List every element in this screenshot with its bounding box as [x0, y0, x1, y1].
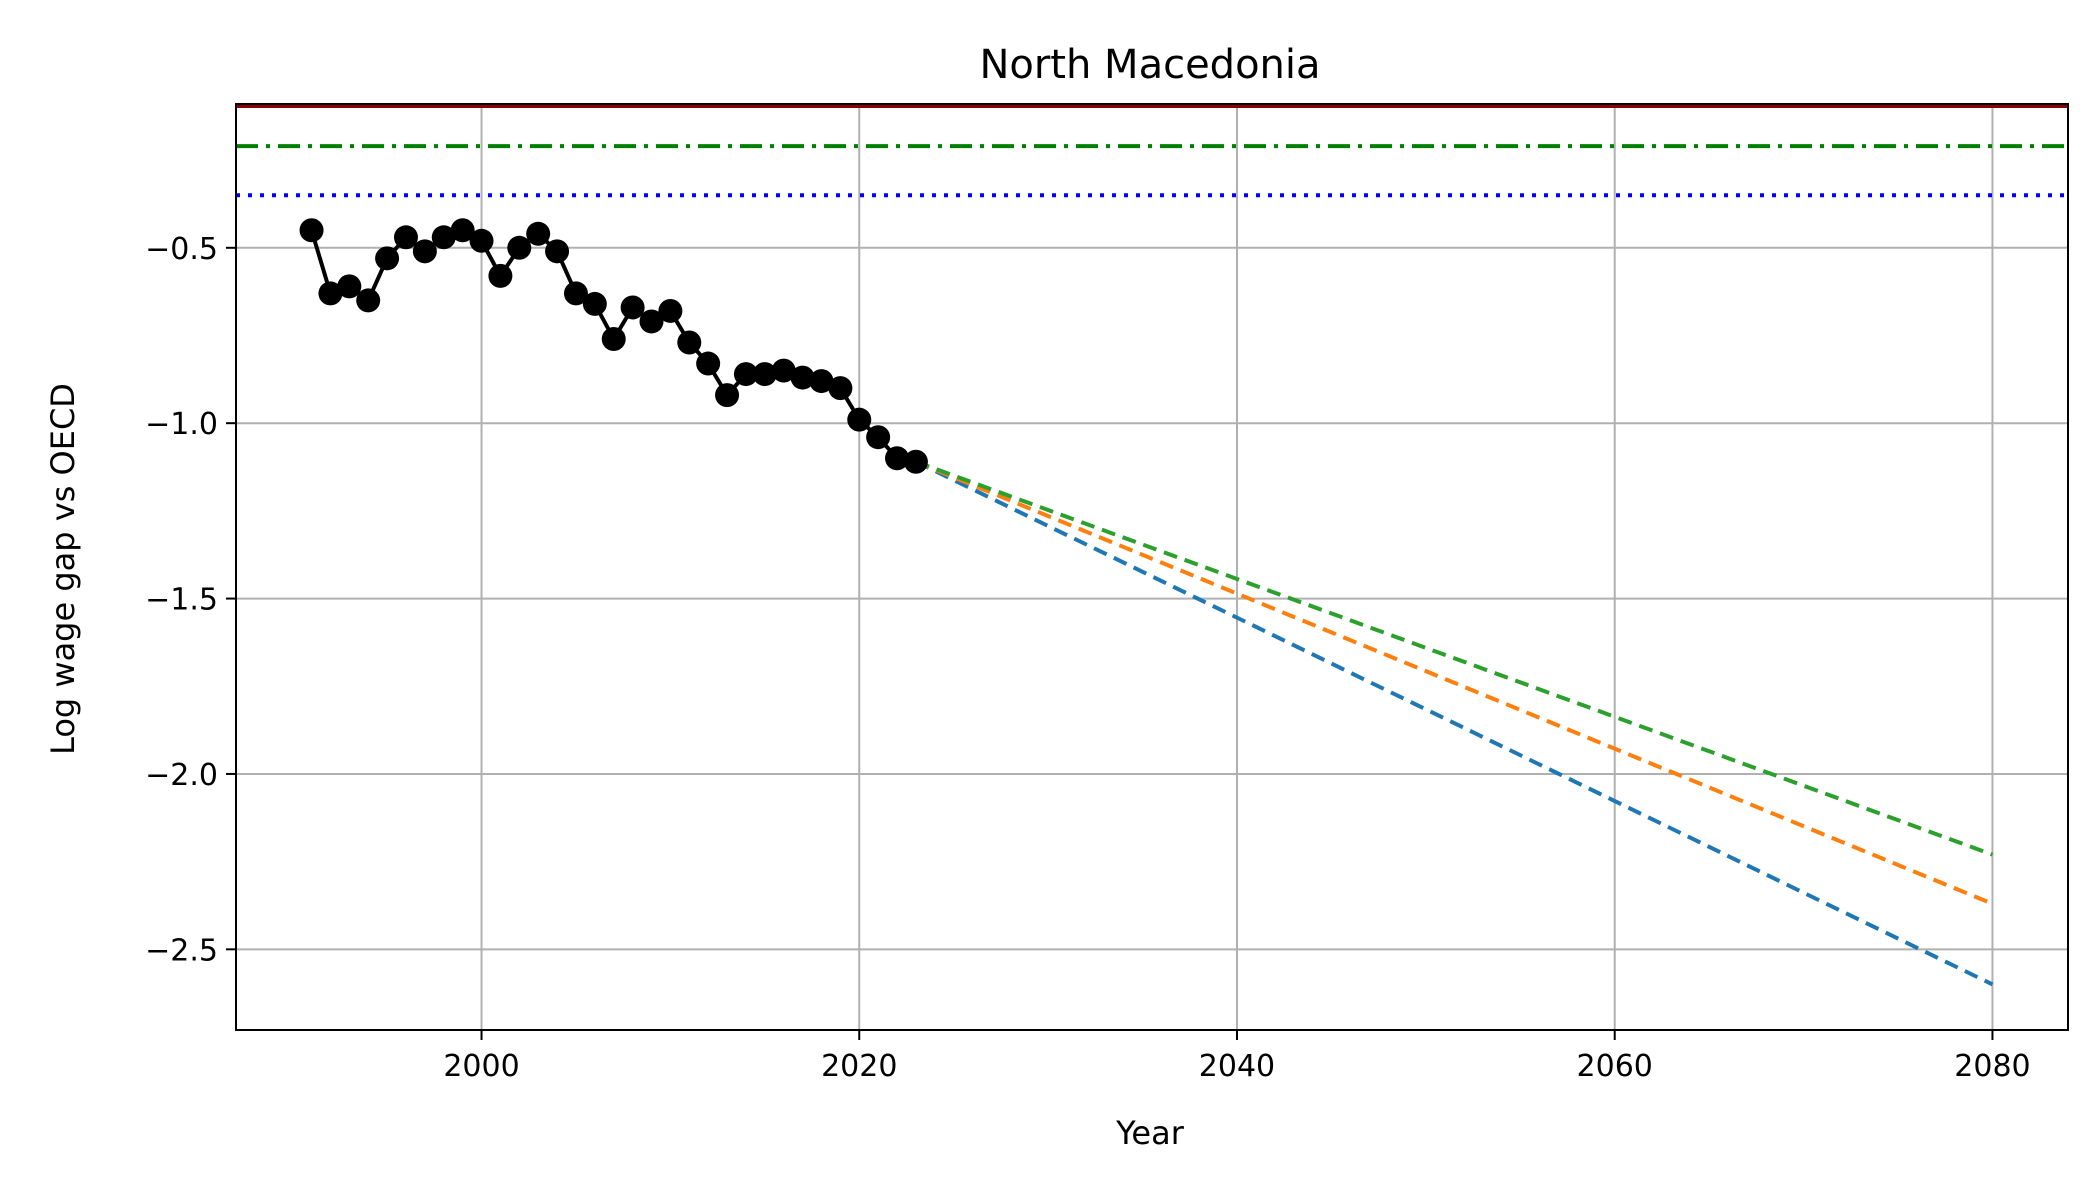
grid [236, 104, 2068, 1030]
x-tick-label: 2000 [443, 1049, 519, 1084]
data-point [677, 330, 702, 355]
data-point [356, 288, 381, 313]
data-point [545, 239, 570, 264]
projection-lines [915, 459, 1994, 987]
data-point [488, 263, 513, 288]
x-tick-label: 2060 [1577, 1049, 1653, 1084]
data-point [828, 376, 853, 401]
y-tick-label: −2.0 [145, 758, 218, 793]
historical-series [299, 218, 928, 474]
data-point [412, 239, 437, 264]
data-point [469, 228, 494, 253]
data-point [620, 295, 645, 320]
data-point [847, 407, 872, 432]
y-tick-label: −0.5 [145, 232, 218, 267]
data-point [752, 362, 777, 387]
y-tick-label: −1.5 [145, 583, 218, 618]
projection-line [915, 459, 1994, 857]
data-point [507, 235, 532, 260]
data-point [318, 281, 343, 306]
data-point [903, 449, 928, 474]
plot-frame [235, 103, 2069, 1031]
data-point [393, 225, 418, 250]
x-axis-label: Year [1115, 1114, 1185, 1152]
data-point [790, 365, 815, 390]
x-tick-label: 2040 [1199, 1049, 1275, 1084]
data-point [885, 446, 910, 471]
y-axis-ticks: −0.5 −1.0 −1.5 −2.0 −2.5 [145, 232, 236, 968]
y-axis-label: Log wage gap vs OECD [44, 383, 82, 755]
projection-line [915, 459, 1994, 987]
x-tick-label: 2020 [821, 1049, 897, 1084]
data-point [733, 362, 758, 387]
data-point [809, 369, 834, 394]
data-point [337, 274, 362, 299]
data-point [582, 291, 607, 316]
x-tick-label: 2080 [1954, 1049, 2030, 1084]
x-axis-ticks: 2000 2020 2040 2060 2080 [443, 1030, 2031, 1084]
data-point [639, 309, 664, 334]
data-point [696, 351, 721, 376]
data-point [866, 425, 891, 450]
y-tick-label: −2.5 [145, 933, 218, 968]
data-point [563, 281, 588, 306]
data-point [526, 221, 551, 246]
data-point [431, 225, 456, 250]
data-point [299, 218, 324, 243]
reference-lines [236, 104, 2068, 198]
data-point [658, 298, 683, 323]
data-point [375, 246, 400, 271]
projection-line [915, 459, 1994, 906]
data-point [450, 218, 475, 243]
data-point [715, 383, 740, 408]
chart-title: North Macedonia [979, 42, 1320, 88]
y-tick-label: −1.0 [145, 407, 218, 442]
data-point [601, 327, 626, 352]
data-point [771, 358, 796, 383]
